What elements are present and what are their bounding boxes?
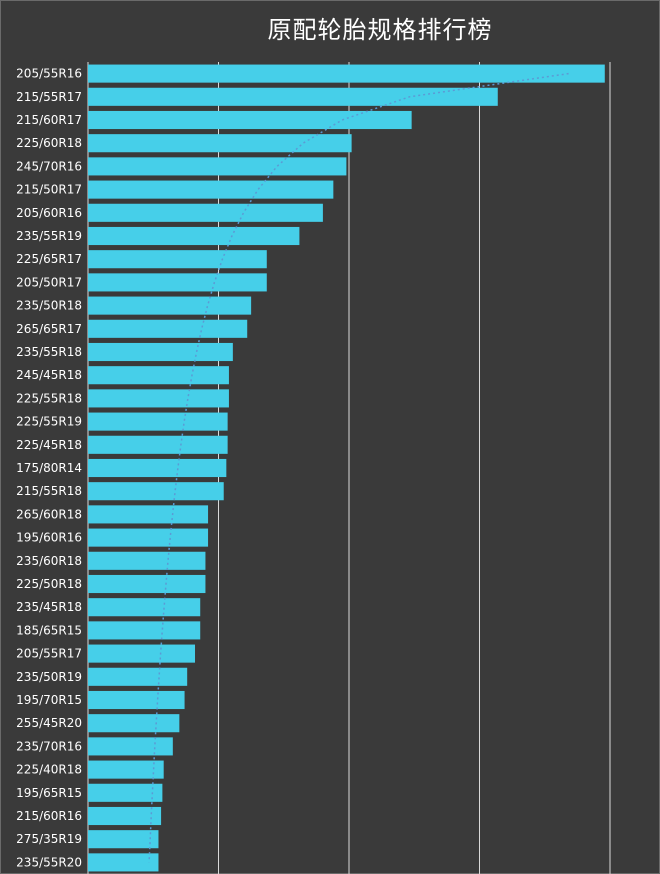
- bar-185/65R15: [88, 621, 201, 640]
- category-label-19: 215/55R18: [16, 484, 82, 498]
- bar-235/55R19: [88, 226, 300, 246]
- category-label-28: 195/70R15: [16, 693, 82, 707]
- category-label-25: 185/65R15: [16, 623, 82, 637]
- category-label-34: 275/35R19: [16, 832, 82, 846]
- category-label-21: 195/60R16: [16, 531, 82, 545]
- bar-235/55R18: [88, 342, 233, 362]
- bar-225/40R18: [88, 760, 164, 779]
- category-label-8: 235/55R19: [16, 229, 82, 243]
- bar-235/60R18: [88, 551, 206, 570]
- bar-205/55R17: [88, 644, 196, 663]
- category-label-35: 235/55R20: [16, 855, 82, 869]
- category-label-30: 235/70R16: [16, 739, 82, 753]
- category-label-14: 245/45R18: [16, 368, 82, 382]
- category-label-33: 215/60R16: [16, 809, 82, 823]
- category-label-18: 175/80R14: [16, 461, 82, 475]
- category-label-7: 205/60R16: [16, 206, 82, 220]
- category-label-6: 215/50R17: [16, 183, 82, 197]
- bar-225/55R18: [88, 389, 229, 408]
- bar-235/50R19: [88, 667, 188, 686]
- category-label-1: 205/55R16: [16, 67, 82, 81]
- bar-215/55R17: [88, 87, 498, 106]
- category-label-31: 225/40R18: [16, 763, 82, 777]
- bar-235/50R18: [88, 296, 252, 315]
- bar-255/45R20: [88, 714, 180, 733]
- category-label-22: 235/60R18: [16, 554, 82, 568]
- category-label-2: 215/55R17: [16, 90, 82, 104]
- category-label-4: 225/60R18: [16, 136, 82, 150]
- bar-225/55R19: [88, 412, 228, 431]
- bar-195/60R16: [88, 528, 209, 547]
- category-label-20: 265/60R18: [16, 507, 82, 521]
- category-label-9: 225/65R17: [16, 252, 82, 266]
- bar-245/70R16: [88, 157, 347, 176]
- category-label-11: 235/50R18: [16, 299, 82, 313]
- category-label-16: 225/55R19: [16, 415, 82, 429]
- bar-245/45R18: [88, 366, 229, 385]
- category-label-29: 255/45R20: [16, 716, 82, 730]
- category-label-15: 225/55R18: [16, 391, 82, 405]
- bar-225/45R18: [88, 435, 228, 454]
- bar-235/45R18: [88, 598, 201, 617]
- bar-215/60R16: [88, 806, 162, 826]
- bar-205/60R16: [88, 203, 323, 222]
- category-label-13: 235/55R18: [16, 345, 82, 359]
- category-label-17: 225/45R18: [16, 438, 82, 452]
- trendline: [148, 72, 569, 863]
- bar-265/60R18: [88, 505, 209, 524]
- category-label-10: 205/50R17: [16, 275, 82, 289]
- category-label-27: 235/50R19: [16, 670, 82, 684]
- bar-195/65R15: [88, 783, 163, 802]
- category-label-24: 235/45R18: [16, 600, 82, 614]
- bar-215/55R18: [88, 482, 224, 501]
- bar-215/50R17: [88, 180, 334, 199]
- bar-275/35R19: [88, 830, 159, 849]
- bar-265/65R17: [88, 319, 248, 338]
- category-label-23: 225/50R18: [16, 577, 82, 591]
- bar-195/70R15: [88, 690, 185, 710]
- bar-225/50R18: [88, 574, 206, 594]
- category-label-32: 195/65R15: [16, 786, 82, 800]
- bar-215/60R17: [88, 110, 412, 130]
- category-label-3: 215/60R17: [16, 113, 82, 127]
- bar-205/55R16: [88, 64, 605, 83]
- bar-205/50R17: [88, 273, 267, 292]
- category-label-5: 245/70R16: [16, 159, 82, 173]
- category-label-26: 205/55R17: [16, 647, 82, 661]
- bar-225/60R18: [88, 134, 352, 153]
- bar-225/65R17: [88, 250, 267, 269]
- chart-title: 原配轮胎规格排行榜: [267, 16, 493, 44]
- bar-175/80R14: [88, 458, 227, 478]
- category-label-12: 265/65R17: [16, 322, 82, 336]
- bar-235/55R20: [88, 853, 159, 872]
- bar-235/70R16: [88, 737, 173, 756]
